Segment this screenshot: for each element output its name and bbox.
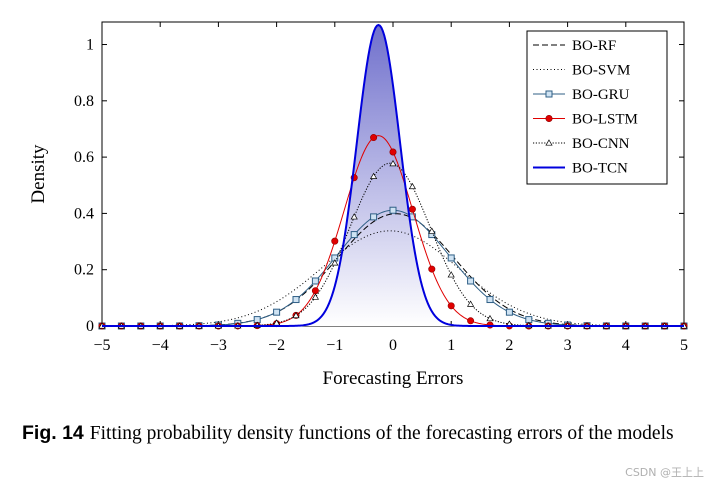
y-axis-label: Density bbox=[28, 144, 49, 204]
x-axis-label: Forecasting Errors bbox=[323, 368, 464, 389]
legend-label: BO-CNN bbox=[572, 136, 630, 152]
x-tick-label: 3 bbox=[564, 337, 572, 354]
legend-entry: BO-SVM bbox=[533, 63, 630, 79]
lstm-marker bbox=[447, 302, 455, 310]
legend-box bbox=[526, 30, 668, 185]
lstm-marker bbox=[428, 265, 436, 273]
figure-number: Fig. 14 bbox=[22, 422, 84, 444]
gru-marker bbox=[486, 296, 494, 304]
legend-entry: BO-RF bbox=[533, 38, 616, 54]
legend-label: BO-LSTM bbox=[572, 112, 638, 128]
legend-entry: BO-GRU bbox=[533, 87, 630, 103]
gru-marker bbox=[467, 277, 475, 285]
tcn-line bbox=[102, 23, 684, 327]
cnn-marker bbox=[369, 172, 378, 179]
lstm-marker bbox=[311, 287, 319, 295]
gru-marker bbox=[292, 296, 300, 304]
y-tick-label: 0 bbox=[86, 318, 94, 335]
lstm-marker bbox=[467, 317, 475, 325]
cnn-marker bbox=[486, 314, 494, 322]
series-layer bbox=[98, 23, 688, 330]
legend-label: BO-RF bbox=[572, 38, 616, 54]
lstm-marker bbox=[370, 134, 378, 142]
cnn-marker bbox=[331, 259, 339, 266]
legend: BO-RF BO-SVM BO-GRU BO-LSTM BO-CNN BO-TCN bbox=[526, 30, 668, 185]
y-tick-label: 0.8 bbox=[74, 93, 94, 110]
x-tick-label: −1 bbox=[326, 337, 343, 354]
x-tick-label: 4 bbox=[622, 337, 630, 354]
gru-marker bbox=[370, 213, 378, 221]
cnn-marker bbox=[292, 311, 300, 319]
figure-caption-text: Fitting probability density functions of… bbox=[89, 423, 674, 444]
legend-entry: BO-CNN bbox=[533, 136, 630, 152]
density-chart: −5 −4 −3 −2 −1 0 1 2 3 4 5 0 0.2 0.4 0.6 0.8 1 Forecasti… bbox=[28, 21, 688, 389]
gru-marker bbox=[545, 90, 553, 98]
x-tick-label: 2 bbox=[505, 337, 513, 354]
lstm-marker bbox=[389, 148, 397, 156]
cnn-marker bbox=[408, 182, 417, 190]
y-tick-label: 0.2 bbox=[74, 262, 94, 279]
gru-marker bbox=[525, 316, 533, 324]
cnn-marker bbox=[428, 227, 436, 234]
gru-marker bbox=[389, 206, 397, 214]
y-tick-label: 0.4 bbox=[74, 205, 94, 222]
legend-entry: BO-TCN bbox=[533, 161, 628, 177]
legend-label: BO-TCN bbox=[572, 161, 628, 177]
tcn-area bbox=[102, 24, 684, 326]
x-tick-label: −4 bbox=[152, 337, 169, 354]
legend-entry: BO-LSTM bbox=[533, 112, 638, 128]
figure-caption: Fig. 14 Fitting probability density funct… bbox=[22, 420, 712, 447]
legend-label: BO-GRU bbox=[572, 87, 630, 103]
cnn-marker bbox=[466, 300, 475, 307]
y-tick-label: 0.6 bbox=[74, 149, 94, 166]
cnn-marker bbox=[350, 213, 358, 220]
x-tick-label: −3 bbox=[210, 337, 227, 354]
series-bo-tcn bbox=[102, 24, 684, 326]
gru-marker bbox=[447, 254, 455, 262]
x-tick-label: 1 bbox=[447, 337, 455, 354]
gru-marker bbox=[505, 308, 513, 316]
lstm-marker bbox=[331, 237, 339, 245]
lstm-marker bbox=[408, 205, 416, 213]
x-tick-label: 5 bbox=[680, 337, 688, 354]
gru-marker bbox=[311, 277, 319, 285]
legend-label: BO-SVM bbox=[572, 63, 630, 79]
gru-marker bbox=[273, 308, 281, 316]
cnn-marker bbox=[311, 293, 320, 300]
y-tick-label: 1 bbox=[86, 37, 94, 54]
x-tick-label: 0 bbox=[389, 337, 397, 354]
cnn-marker bbox=[389, 159, 397, 167]
cnn-marker bbox=[545, 139, 553, 146]
watermark: CSDN @王上上 bbox=[625, 466, 704, 479]
x-tick-label: −2 bbox=[268, 337, 285, 354]
tick-layer: −5 −4 −3 −2 −1 0 1 2 3 4 5 0 0.2 0.4 0.6 0.8 1 bbox=[74, 22, 688, 354]
gru-marker bbox=[350, 231, 358, 239]
lstm-marker bbox=[545, 115, 553, 123]
x-tick-label: −5 bbox=[93, 337, 110, 354]
cnn-marker bbox=[447, 271, 455, 278]
